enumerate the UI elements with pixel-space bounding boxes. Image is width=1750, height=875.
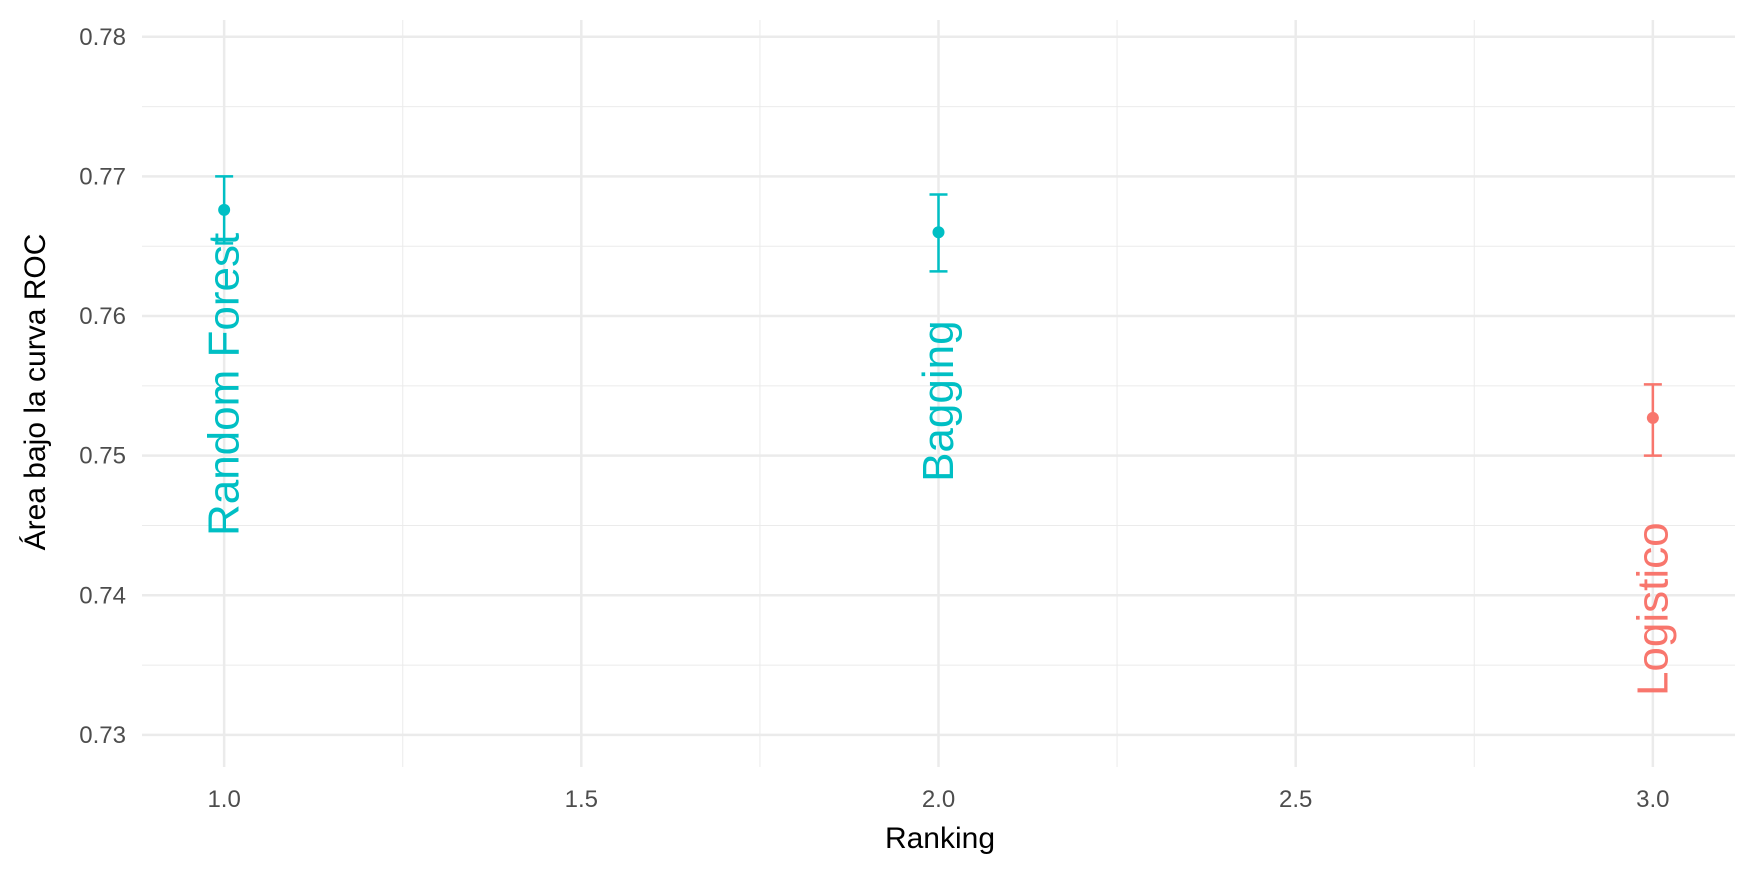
model-labels: Random Forest Bagging Logistico — [200, 233, 1678, 696]
y-tick-labels: 0.73 0.74 0.75 0.76 0.77 0.78 — [79, 24, 126, 749]
data-label: Random Forest — [200, 233, 249, 536]
data-points — [218, 203, 1659, 424]
y-tick-label: 0.75 — [79, 443, 126, 470]
x-tick-label: 2.5 — [1279, 786, 1312, 813]
y-tick-label: 0.77 — [79, 163, 126, 190]
data-point — [1646, 411, 1659, 424]
data-point — [218, 203, 231, 216]
data-label: Bagging — [914, 320, 963, 481]
data-label: Logistico — [1628, 522, 1677, 696]
y-tick-label: 0.78 — [79, 24, 126, 51]
x-axis-title: Ranking — [885, 822, 995, 855]
data-point — [932, 226, 945, 239]
x-tick-labels: 1.0 1.5 2.0 2.5 3.0 — [207, 786, 1669, 813]
x-tick-label: 2.0 — [922, 786, 955, 813]
x-tick-label: 1.0 — [207, 786, 240, 813]
x-tick-label: 1.5 — [565, 786, 598, 813]
y-tick-label: 0.73 — [79, 722, 126, 749]
y-tick-label: 0.76 — [79, 303, 126, 330]
x-tick-label: 3.0 — [1636, 786, 1669, 813]
y-tick-label: 0.74 — [79, 582, 126, 609]
y-axis-title: Área bajo la curva ROC — [19, 234, 52, 551]
